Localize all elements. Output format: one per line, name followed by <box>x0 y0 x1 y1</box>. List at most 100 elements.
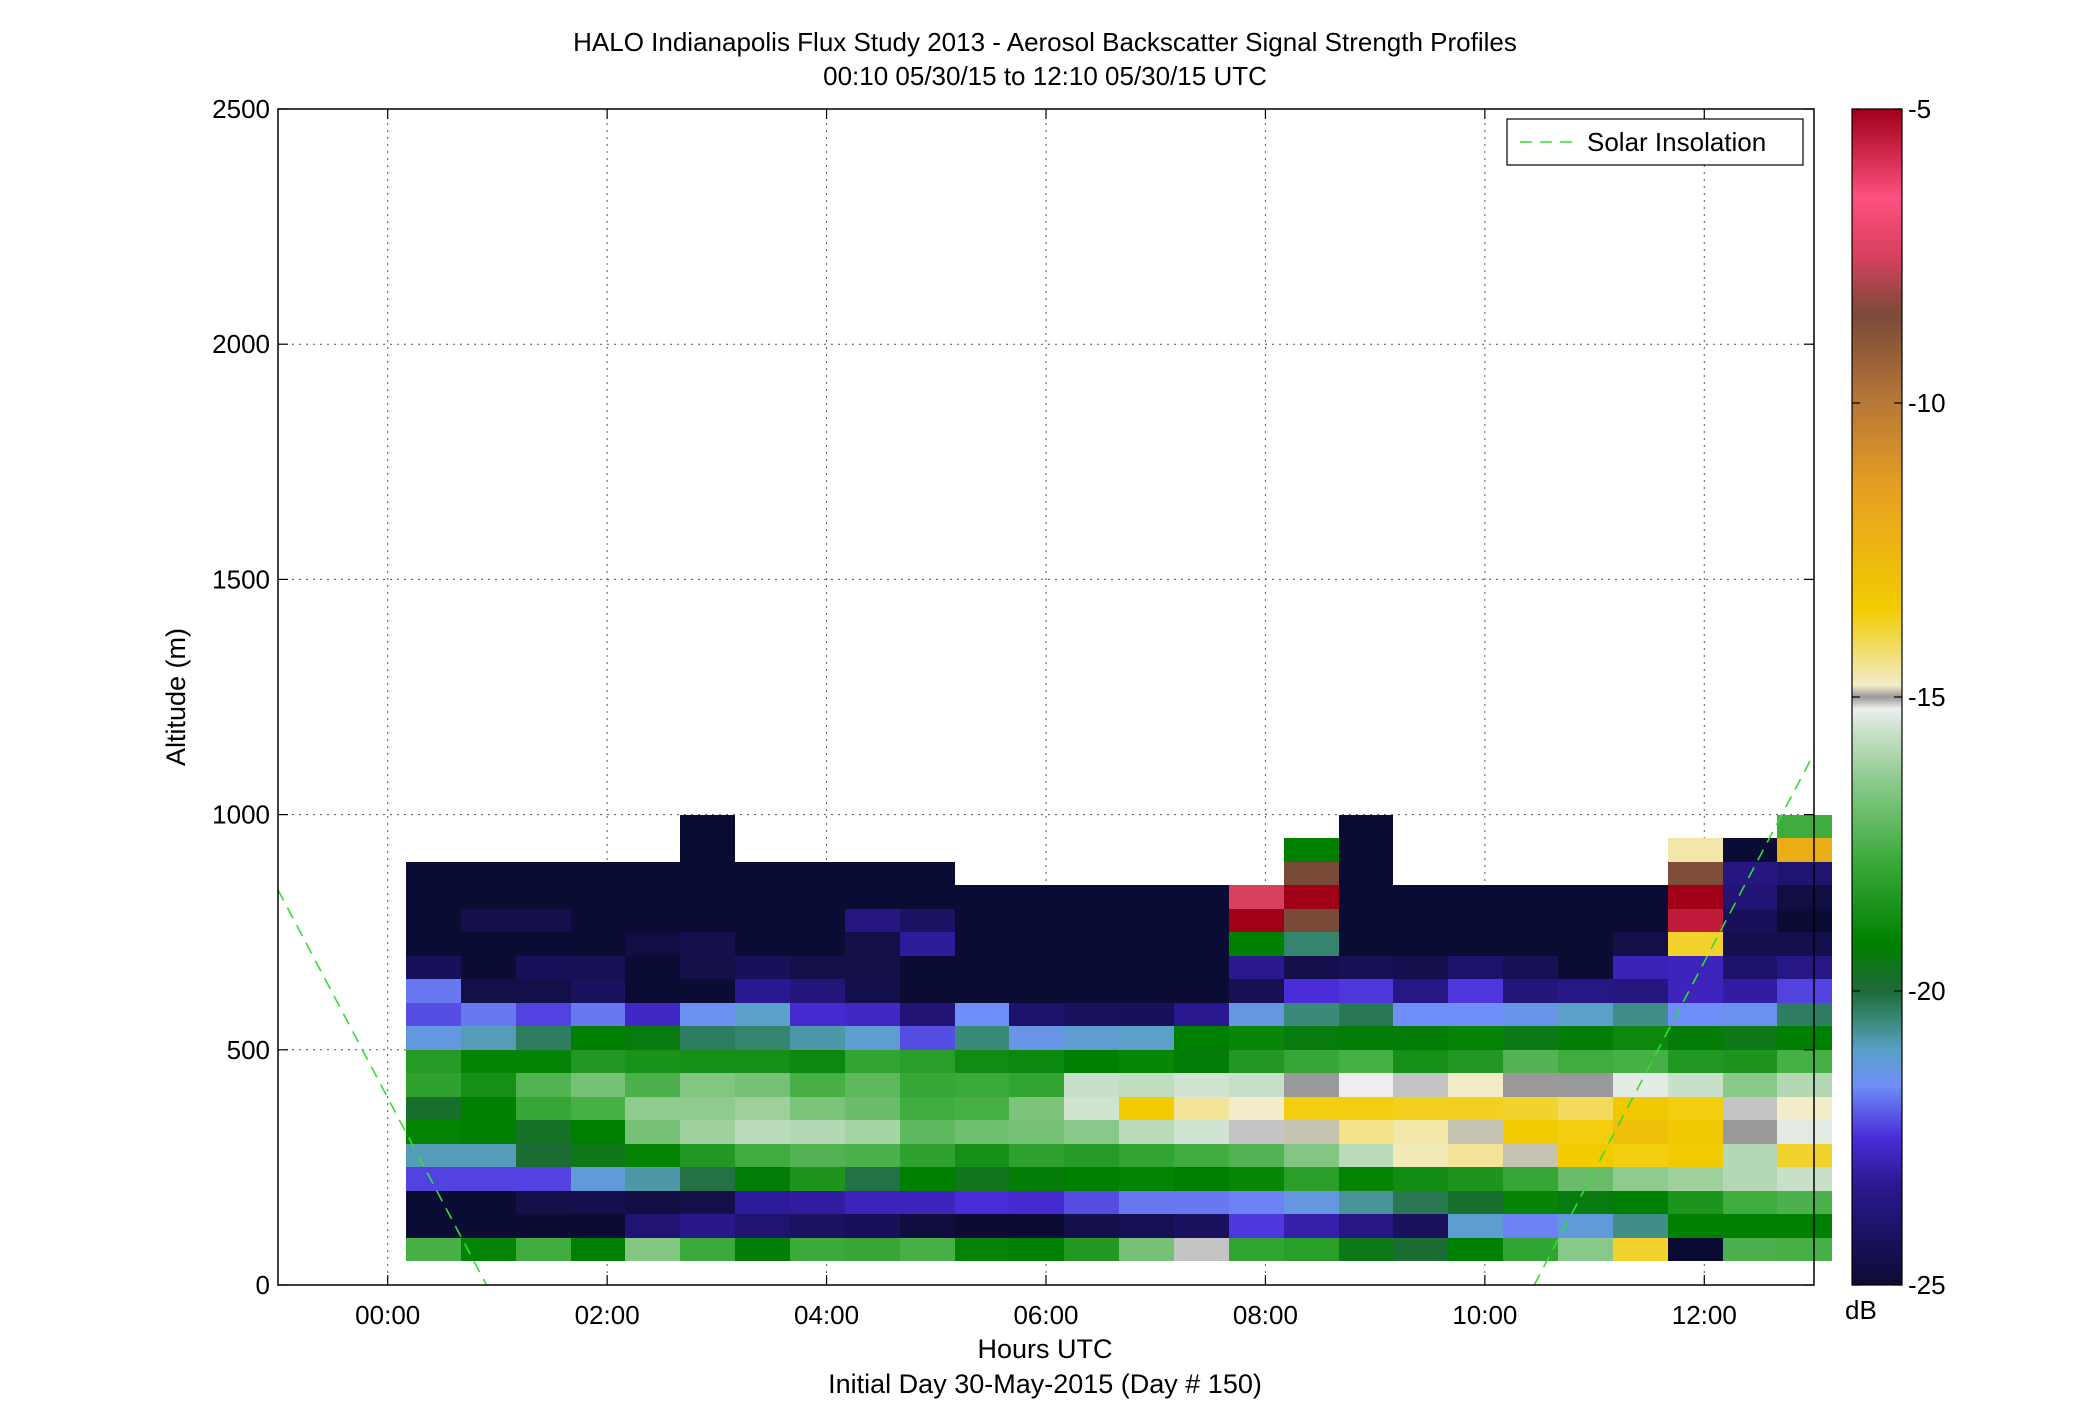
heatmap-cell <box>790 885 845 909</box>
heatmap-cell <box>1668 956 1723 979</box>
y-tick-label: 0 <box>256 1270 270 1300</box>
x-axis-sublabel: Initial Day 30-May-2015 (Day # 150) <box>828 1369 1262 1399</box>
heatmap-cell <box>1284 1144 1339 1167</box>
heatmap-cell <box>461 1214 516 1238</box>
heatmap-cell <box>680 1120 735 1144</box>
heatmap-cell <box>1503 1167 1558 1191</box>
heatmap-cell <box>1174 1167 1229 1191</box>
heatmap-cell <box>1723 1073 1777 1097</box>
heatmap-cell <box>680 1144 735 1167</box>
y-tick-label: 1500 <box>212 564 270 594</box>
heatmap-cell <box>516 1167 571 1191</box>
heatmap-cell <box>516 1120 571 1144</box>
heatmap-cell <box>1284 885 1339 909</box>
heatmap-cell <box>1174 1144 1229 1167</box>
heatmap-cell <box>571 1026 625 1050</box>
heatmap-cell <box>461 956 516 979</box>
heatmap-cell <box>955 1191 1009 1214</box>
heatmap-cell <box>955 932 1009 956</box>
heatmap-cell <box>1119 1238 1174 1261</box>
heatmap-cell <box>1009 1097 1064 1120</box>
heatmap-cell <box>680 909 735 932</box>
heatmap-cell <box>516 862 571 885</box>
heatmap-cell <box>1174 909 1229 932</box>
legend-box <box>1506 118 1804 166</box>
heatmap-cell <box>1393 1073 1448 1097</box>
heatmap-cell <box>571 862 625 885</box>
heatmap-cell <box>1613 1238 1668 1261</box>
heatmap-cell <box>1668 1073 1723 1097</box>
heatmap-cell <box>845 1097 900 1120</box>
heatmap-cell <box>1393 909 1448 932</box>
heatmap-cell <box>406 1003 461 1026</box>
heatmap-cell <box>461 1026 516 1050</box>
heatmap-cell <box>900 1191 955 1214</box>
heatmap-cell <box>1723 1191 1777 1214</box>
heatmap-cell <box>1393 1026 1448 1050</box>
heatmap-cell <box>955 909 1009 932</box>
heatmap-cell <box>790 1073 845 1097</box>
colorbar-tick-label: -20 <box>1908 976 1946 1006</box>
heatmap-cell <box>516 1073 571 1097</box>
colorbar-unit-label: dB <box>1845 1295 1877 1325</box>
heatmap-cell <box>406 956 461 979</box>
heatmap-cell <box>1284 1050 1339 1073</box>
heatmap-cell <box>1448 956 1503 979</box>
heatmap-cell <box>1009 1073 1064 1097</box>
heatmap-cell <box>1119 1214 1174 1238</box>
heatmap-cell <box>1009 1238 1064 1261</box>
heatmap-cell <box>790 1026 845 1050</box>
heatmap-cell <box>1777 979 1832 1003</box>
heatmap-cell <box>1229 932 1284 956</box>
heatmap-cell <box>1668 1097 1723 1120</box>
heatmap-cell <box>461 932 516 956</box>
heatmap-cell <box>1448 909 1503 932</box>
heatmap-cell <box>406 1167 461 1191</box>
heatmap-cell <box>1393 1097 1448 1120</box>
heatmap-cell <box>1009 932 1064 956</box>
heatmap-cell <box>1558 1214 1613 1238</box>
heatmap-cell <box>1668 1144 1723 1167</box>
heatmap-cell <box>461 1144 516 1167</box>
heatmap-cell <box>680 815 735 838</box>
heatmap-cell <box>845 932 900 956</box>
heatmap-cell <box>406 1191 461 1214</box>
heatmap-cell <box>680 1097 735 1120</box>
heatmap-cell <box>845 1073 900 1097</box>
heatmap-cell <box>1723 838 1777 862</box>
heatmap-cell <box>955 979 1009 1003</box>
heatmap-cell <box>625 1073 680 1097</box>
x-tick-label: 12:00 <box>1672 1300 1737 1330</box>
heatmap-cell <box>1613 956 1668 979</box>
heatmap-cell <box>1613 1120 1668 1144</box>
heatmap-cell <box>516 932 571 956</box>
colorbar-tick-label: -15 <box>1908 682 1946 712</box>
heatmap-cell <box>1339 979 1393 1003</box>
heatmap-cell <box>1064 1144 1119 1167</box>
heatmap-cell <box>1777 1191 1832 1214</box>
heatmap-cell <box>1613 1026 1668 1050</box>
heatmap-cell <box>1723 1238 1777 1261</box>
heatmap-cell <box>1393 1050 1448 1073</box>
heatmap-cell <box>955 1167 1009 1191</box>
heatmap-cell <box>461 1050 516 1073</box>
heatmap-cell <box>1119 1144 1174 1167</box>
heatmap-cell <box>1339 1214 1393 1238</box>
heatmap-cell <box>1339 815 1393 838</box>
heatmap-cell <box>1009 1144 1064 1167</box>
heatmap-cell <box>1064 1191 1119 1214</box>
heatmap-cell <box>955 956 1009 979</box>
heatmap-cell <box>1229 1073 1284 1097</box>
heatmap-cell <box>1229 1120 1284 1144</box>
heatmap-cell <box>735 1003 790 1026</box>
heatmap-cell <box>1064 1073 1119 1097</box>
heatmap-cell <box>461 862 516 885</box>
solar-line-evening <box>1533 753 1815 1286</box>
heatmap-cell <box>680 1050 735 1073</box>
heatmap-cell <box>1668 932 1723 956</box>
heatmap-cell <box>1174 1191 1229 1214</box>
heatmap-cell <box>461 1238 516 1261</box>
heatmap-cell <box>735 979 790 1003</box>
heatmap-cell <box>1284 956 1339 979</box>
heatmap-cell <box>955 1144 1009 1167</box>
